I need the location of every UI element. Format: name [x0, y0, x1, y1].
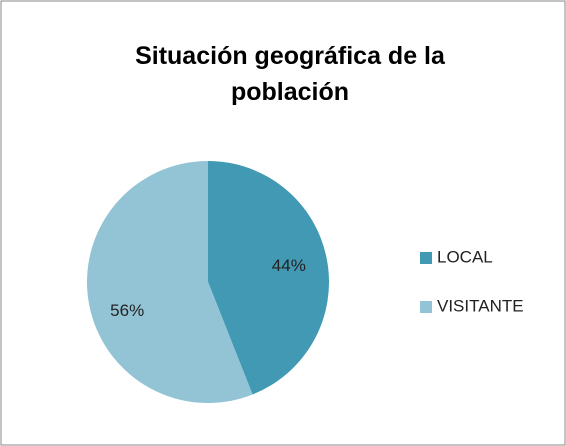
legend-swatch — [420, 252, 432, 264]
chart-title: Situación geográfica de la población — [135, 42, 445, 106]
data-label: 44% — [272, 256, 306, 275]
data-label: 56% — [110, 301, 144, 320]
legend-label: VISITANTE — [437, 296, 524, 315]
pie-slice — [208, 161, 330, 395]
legend-swatch — [420, 301, 432, 313]
legend-label: LOCAL — [437, 247, 493, 266]
pie-slice — [87, 161, 253, 403]
